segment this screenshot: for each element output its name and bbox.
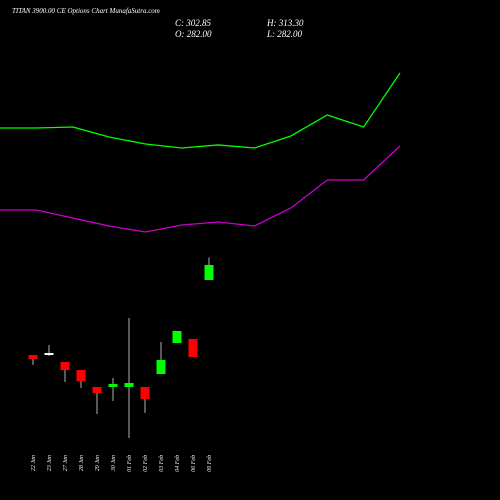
- x-tick-label: 23 Jan: [47, 455, 53, 471]
- candle-body: [108, 384, 118, 387]
- x-tick-label: 06 Feb: [191, 455, 197, 472]
- x-tick-label: 27 Jan: [63, 455, 69, 471]
- candle-body: [60, 362, 70, 370]
- indicator-line: [0, 72, 401, 149]
- candle-body: [124, 383, 134, 387]
- x-tick-label: 28 Jan: [79, 455, 85, 471]
- chart-title: TITAN 3900.00 CE Options Chart MunafaSut…: [12, 7, 160, 15]
- candle-body: [172, 331, 182, 344]
- x-tick-label: 03 Feb: [159, 455, 165, 472]
- ohlc-info: O: 282.00: [175, 29, 212, 39]
- x-tick-label: 04 Feb: [174, 455, 181, 472]
- candle-body: [44, 353, 54, 356]
- ohlc-info: L: 282.00: [266, 29, 303, 39]
- x-tick-label: 02 Feb: [143, 455, 149, 472]
- x-tick-label: 30 Jan: [111, 455, 117, 472]
- candle-body: [188, 338, 198, 357]
- ohlc-info: H: 313.30: [266, 18, 304, 28]
- indicator-line: [0, 145, 401, 233]
- x-tick-label: 09 Feb: [207, 455, 213, 472]
- candle-body: [28, 354, 38, 359]
- candle-body: [140, 386, 150, 399]
- candle-body: [156, 360, 166, 375]
- ohlc-info: C: 302.85: [175, 18, 212, 28]
- candle-body: [92, 386, 102, 394]
- candle-body: [204, 265, 214, 280]
- candle-body: [76, 370, 86, 382]
- x-tick-label: 29 Jan: [95, 455, 101, 471]
- x-tick-label: 22 Jan: [31, 455, 37, 471]
- x-tick-label: 01 Feb: [127, 455, 133, 472]
